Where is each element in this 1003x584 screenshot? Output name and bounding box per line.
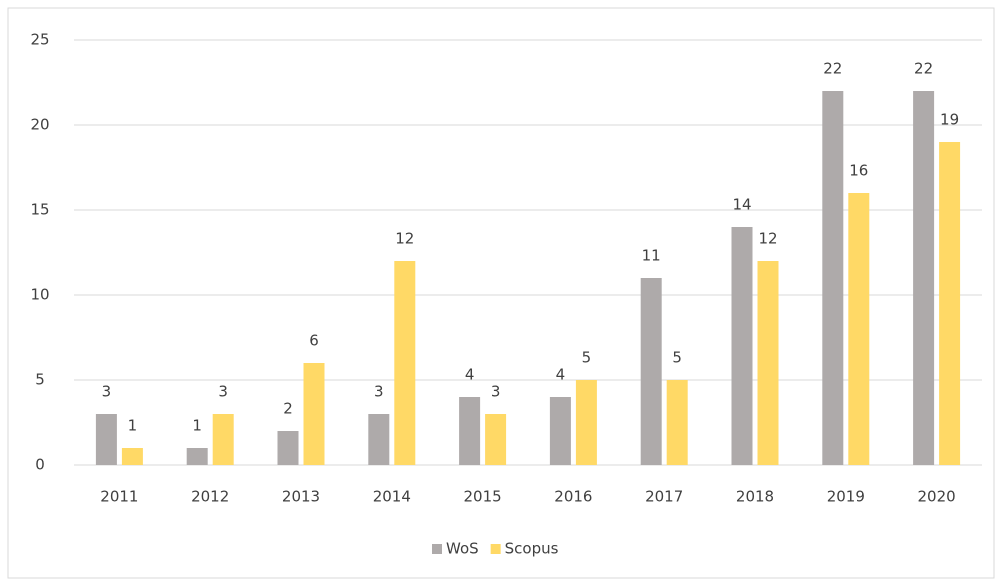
x-tick-label: 2013 bbox=[282, 488, 320, 506]
bar bbox=[95, 414, 117, 465]
legend-swatch bbox=[432, 544, 442, 554]
data-label: 6 bbox=[309, 332, 319, 350]
data-label: 22 bbox=[914, 60, 933, 78]
data-label: 4 bbox=[465, 366, 475, 384]
bar bbox=[459, 397, 481, 465]
legend-swatch bbox=[490, 544, 501, 554]
bar bbox=[485, 414, 507, 465]
data-label: 16 bbox=[849, 162, 868, 180]
legend-label: WoS bbox=[446, 540, 479, 558]
bar bbox=[822, 91, 844, 465]
x-tick-label: 2015 bbox=[464, 488, 502, 506]
bar bbox=[757, 261, 779, 465]
data-label: 12 bbox=[758, 230, 777, 248]
bar bbox=[121, 448, 143, 465]
y-tick-label: 20 bbox=[30, 116, 49, 134]
bar bbox=[640, 278, 662, 465]
bar bbox=[303, 363, 325, 465]
bar bbox=[666, 380, 688, 465]
x-tick-label: 2016 bbox=[554, 488, 592, 506]
x-tick-label: 2011 bbox=[100, 488, 138, 506]
bar bbox=[549, 397, 571, 465]
x-tick-label: 2020 bbox=[918, 488, 956, 506]
y-tick-label: 25 bbox=[30, 31, 49, 49]
legend-label: Scopus bbox=[505, 540, 559, 558]
data-label: 5 bbox=[672, 349, 682, 367]
bar bbox=[939, 142, 961, 465]
bar bbox=[731, 227, 753, 465]
x-tick-label: 2019 bbox=[827, 488, 865, 506]
data-label: 3 bbox=[218, 383, 228, 401]
bar bbox=[575, 380, 597, 465]
y-tick-label: 10 bbox=[30, 286, 49, 304]
bar bbox=[277, 431, 299, 465]
data-label: 2 bbox=[283, 400, 293, 418]
y-tick-label: 5 bbox=[35, 371, 45, 389]
data-label: 4 bbox=[556, 366, 566, 384]
bar bbox=[212, 414, 234, 465]
data-label: 19 bbox=[940, 111, 959, 129]
x-tick-label: 2017 bbox=[645, 488, 683, 506]
bar bbox=[368, 414, 390, 465]
data-label: 1 bbox=[128, 417, 138, 435]
y-tick-label: 15 bbox=[30, 201, 49, 219]
y-tick-label: 0 bbox=[35, 456, 45, 474]
data-label: 3 bbox=[102, 383, 112, 401]
x-tick-label: 2014 bbox=[373, 488, 411, 506]
bar bbox=[913, 91, 935, 465]
data-label: 5 bbox=[582, 349, 592, 367]
data-label: 22 bbox=[823, 60, 842, 78]
bar bbox=[848, 193, 870, 465]
data-label: 12 bbox=[395, 230, 414, 248]
data-label: 1 bbox=[192, 417, 202, 435]
bar bbox=[186, 448, 208, 465]
data-label: 3 bbox=[491, 383, 501, 401]
x-tick-label: 2018 bbox=[736, 488, 774, 506]
data-label: 3 bbox=[374, 383, 384, 401]
bar bbox=[394, 261, 416, 465]
x-tick-label: 2012 bbox=[191, 488, 229, 506]
data-label: 14 bbox=[732, 196, 751, 214]
data-label: 11 bbox=[642, 247, 661, 265]
